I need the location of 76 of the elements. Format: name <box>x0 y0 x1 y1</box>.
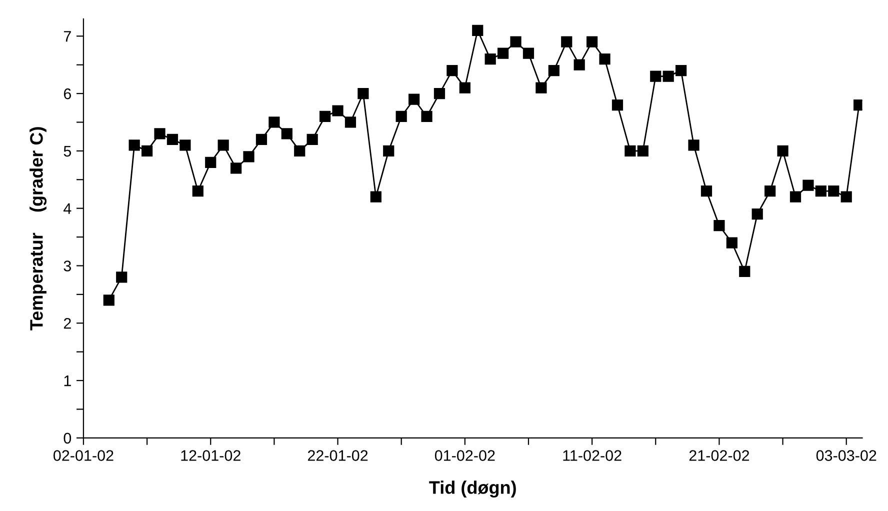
point <box>218 140 229 151</box>
point <box>472 24 484 36</box>
point <box>726 237 738 248</box>
point <box>764 186 776 197</box>
y-tick-label: 1 <box>64 376 71 386</box>
x-axis-title: Tid (døgn) <box>429 480 516 498</box>
point <box>561 36 572 48</box>
x-tick-label: 01-02-02 <box>434 450 495 461</box>
point <box>484 54 496 65</box>
point <box>802 180 814 191</box>
point <box>752 208 763 220</box>
y-tick-label: 3 <box>64 260 71 272</box>
y-tick-label: 4 <box>64 203 72 214</box>
point <box>637 145 648 156</box>
point <box>243 151 254 162</box>
point <box>294 145 306 156</box>
y-tick-label: 7 <box>64 31 71 42</box>
point <box>599 54 610 65</box>
point <box>103 294 114 306</box>
point <box>498 48 509 59</box>
point <box>574 59 585 70</box>
x-tick-label: 21-02-02 <box>689 450 750 461</box>
point <box>777 145 788 156</box>
point <box>714 220 725 232</box>
point <box>446 65 458 76</box>
x-tick-label: 12-01-02 <box>181 450 240 461</box>
point <box>624 145 636 156</box>
point <box>522 48 534 59</box>
point <box>180 140 191 151</box>
point <box>421 110 432 122</box>
point <box>192 186 204 197</box>
point <box>306 134 318 146</box>
point <box>408 94 420 105</box>
point <box>383 145 394 156</box>
point <box>128 140 140 151</box>
point <box>840 191 852 202</box>
x-tick-label: 02-01-02 <box>53 450 114 461</box>
x-tick-label: 22-01-02 <box>308 450 368 461</box>
point <box>268 116 280 128</box>
point <box>396 110 407 122</box>
point <box>676 65 687 76</box>
point <box>154 128 166 140</box>
point <box>281 128 292 140</box>
point <box>319 110 331 122</box>
point <box>586 36 598 48</box>
point <box>230 162 242 174</box>
point <box>790 191 802 202</box>
point <box>828 186 840 197</box>
point <box>205 156 216 168</box>
y-tick-label: 5 <box>64 146 72 157</box>
y-tick-label: 0 <box>64 432 72 444</box>
point <box>662 70 674 82</box>
point <box>370 191 382 202</box>
point <box>510 36 522 48</box>
point <box>739 266 750 278</box>
point <box>344 116 356 128</box>
point <box>536 82 547 94</box>
point <box>141 145 153 156</box>
point <box>688 140 700 151</box>
point <box>650 70 662 82</box>
y-tick-label: 6 <box>64 88 71 100</box>
point <box>548 65 560 76</box>
point <box>256 134 268 146</box>
x-tick-label: 11-02-02 <box>563 450 622 461</box>
point <box>166 134 178 146</box>
point <box>612 99 624 111</box>
y-tick-label: 2 <box>64 318 71 329</box>
point <box>434 88 446 100</box>
point <box>700 186 712 197</box>
point <box>815 186 826 197</box>
point <box>116 272 128 283</box>
point <box>332 105 344 116</box>
y-axis-title: Temperatur (grader C) <box>30 127 47 330</box>
x-tick-label: 03-03-02 <box>816 450 876 461</box>
point <box>459 82 470 94</box>
point <box>358 88 369 100</box>
